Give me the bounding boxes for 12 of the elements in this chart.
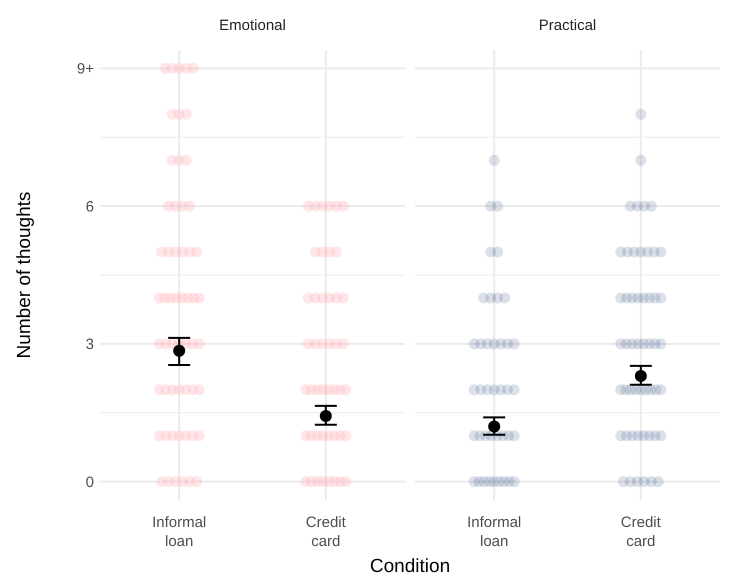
y-tick-label: 3 xyxy=(86,336,94,354)
chart-title: Emotional xyxy=(219,17,286,34)
x-tick-label: Informal loan xyxy=(152,514,206,550)
x-axis-title: Condition xyxy=(370,556,450,577)
y-tick-label: 9+ xyxy=(76,60,94,78)
x-tick-label: Credit card xyxy=(306,514,347,550)
y-tick-label: 0 xyxy=(86,474,94,491)
y-axis-title: Number of thoughts xyxy=(14,192,35,358)
y-tick-label: 6 xyxy=(86,198,94,216)
x-tick-label: Credit card xyxy=(620,514,662,550)
chart-title: Practical xyxy=(538,17,596,34)
x-tick-label: Informal loan xyxy=(467,514,522,550)
